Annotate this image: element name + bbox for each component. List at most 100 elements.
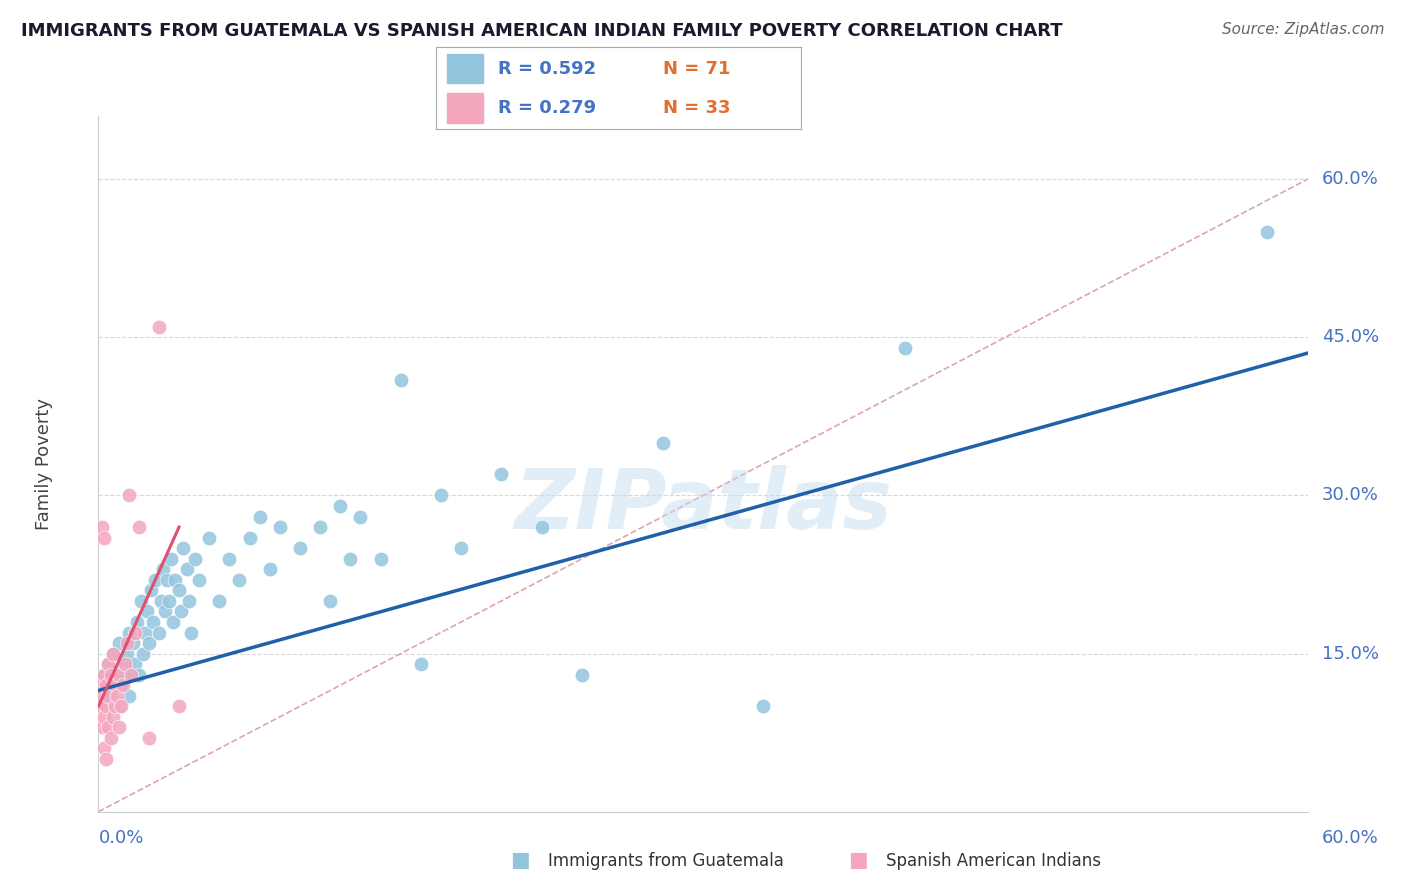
Point bbox=[107, 699, 129, 714]
Point bbox=[309, 520, 332, 534]
Point bbox=[101, 647, 124, 661]
Point bbox=[162, 615, 184, 629]
Point bbox=[120, 667, 142, 681]
Point bbox=[103, 678, 125, 692]
Text: R = 0.592: R = 0.592 bbox=[498, 60, 596, 78]
Point bbox=[93, 710, 115, 724]
Point bbox=[101, 710, 124, 724]
Point bbox=[430, 488, 453, 502]
Point bbox=[91, 720, 114, 734]
Point bbox=[91, 689, 114, 703]
Point bbox=[450, 541, 472, 556]
Text: ■: ■ bbox=[848, 850, 868, 870]
Point bbox=[111, 678, 134, 692]
Point bbox=[101, 647, 124, 661]
Point bbox=[114, 667, 136, 681]
Point bbox=[167, 699, 190, 714]
Point bbox=[167, 583, 190, 598]
Point bbox=[249, 509, 271, 524]
Point bbox=[89, 678, 111, 692]
Text: ZIPatlas: ZIPatlas bbox=[515, 465, 891, 546]
Point bbox=[110, 678, 132, 692]
Point bbox=[198, 531, 221, 545]
Point bbox=[97, 657, 120, 672]
Point bbox=[103, 678, 125, 692]
Point bbox=[180, 625, 202, 640]
Point bbox=[1256, 225, 1278, 239]
Point bbox=[93, 667, 115, 681]
Text: 30.0%: 30.0% bbox=[1322, 486, 1379, 505]
Point bbox=[152, 562, 174, 576]
Point bbox=[218, 551, 240, 566]
Point bbox=[571, 667, 593, 681]
Point bbox=[135, 604, 157, 618]
Point bbox=[170, 604, 193, 618]
Text: 45.0%: 45.0% bbox=[1322, 328, 1379, 346]
Point bbox=[100, 667, 122, 681]
Text: IMMIGRANTS FROM GUATEMALA VS SPANISH AMERICAN INDIAN FAMILY POVERTY CORRELATION : IMMIGRANTS FROM GUATEMALA VS SPANISH AME… bbox=[21, 22, 1063, 40]
Point bbox=[96, 699, 118, 714]
Text: Spanish American Indians: Spanish American Indians bbox=[886, 852, 1101, 870]
Point bbox=[96, 752, 118, 766]
Point bbox=[118, 625, 141, 640]
Point bbox=[107, 636, 129, 650]
Point bbox=[125, 615, 148, 629]
Point bbox=[93, 667, 115, 681]
Point bbox=[107, 720, 129, 734]
Text: ■: ■ bbox=[510, 850, 530, 870]
Point bbox=[239, 531, 262, 545]
Point bbox=[97, 689, 120, 703]
Point bbox=[124, 657, 146, 672]
Point bbox=[160, 551, 183, 566]
Text: Family Poverty: Family Poverty bbox=[35, 398, 53, 530]
Point bbox=[105, 689, 128, 703]
Point bbox=[149, 594, 172, 608]
Point bbox=[177, 594, 201, 608]
Point bbox=[96, 678, 118, 692]
Text: 60.0%: 60.0% bbox=[1322, 170, 1379, 188]
Point bbox=[115, 647, 138, 661]
Text: R = 0.279: R = 0.279 bbox=[498, 99, 596, 117]
Point bbox=[107, 667, 129, 681]
Point bbox=[329, 499, 352, 513]
Point bbox=[138, 636, 160, 650]
Point bbox=[153, 604, 176, 618]
Point bbox=[129, 594, 152, 608]
Point bbox=[93, 741, 115, 756]
Point bbox=[188, 573, 211, 587]
Bar bbox=[447, 54, 484, 83]
Point bbox=[752, 699, 775, 714]
Point bbox=[91, 520, 114, 534]
Point bbox=[228, 573, 250, 587]
Text: 15.0%: 15.0% bbox=[1322, 645, 1379, 663]
Point bbox=[138, 731, 160, 745]
Text: Immigrants from Guatemala: Immigrants from Guatemala bbox=[548, 852, 785, 870]
Point bbox=[89, 699, 111, 714]
Point bbox=[143, 573, 166, 587]
Point bbox=[259, 562, 281, 576]
Point bbox=[121, 636, 143, 650]
Point bbox=[128, 667, 150, 681]
Bar bbox=[447, 94, 484, 123]
Point bbox=[97, 657, 120, 672]
Point bbox=[893, 341, 915, 355]
Point bbox=[319, 594, 342, 608]
Point bbox=[134, 625, 156, 640]
Point bbox=[142, 615, 165, 629]
Point bbox=[105, 667, 128, 681]
Point bbox=[389, 372, 412, 386]
Point bbox=[530, 520, 553, 534]
Point bbox=[93, 531, 115, 545]
Point bbox=[97, 720, 120, 734]
Point bbox=[132, 647, 155, 661]
Text: 0.0%: 0.0% bbox=[98, 830, 143, 847]
Point bbox=[651, 435, 673, 450]
Point bbox=[148, 319, 170, 334]
Point bbox=[269, 520, 291, 534]
Point bbox=[111, 657, 134, 672]
Point bbox=[409, 657, 432, 672]
Point bbox=[110, 699, 132, 714]
Point bbox=[139, 583, 162, 598]
Point bbox=[172, 541, 194, 556]
Point bbox=[115, 636, 138, 650]
